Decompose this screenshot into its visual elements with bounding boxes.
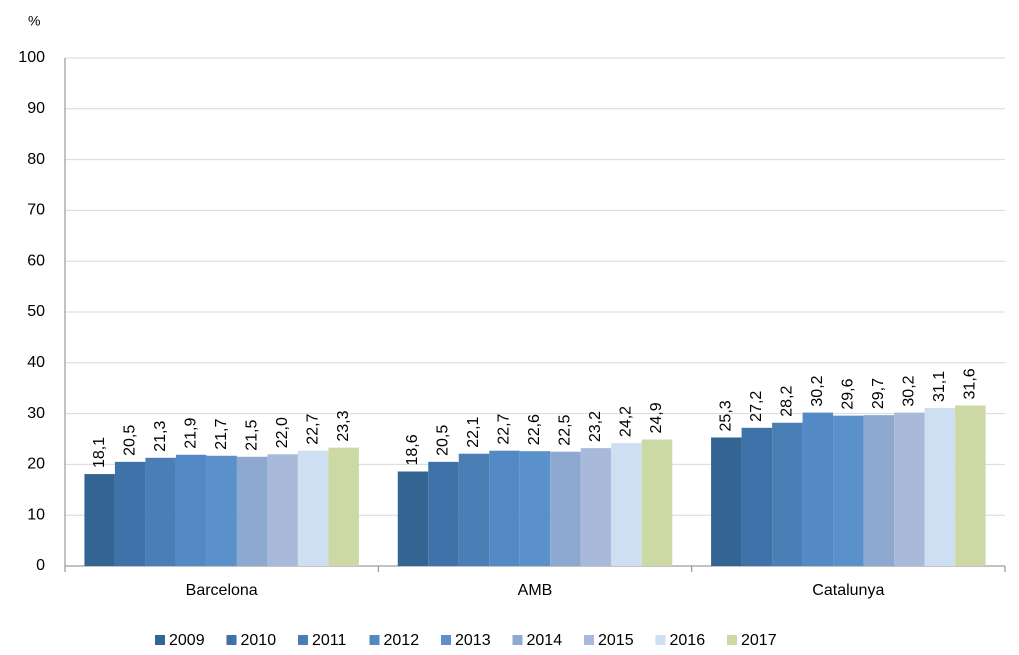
data-label: 21,9 — [182, 418, 199, 449]
data-label: 22,5 — [557, 414, 574, 445]
data-label: 20,5 — [121, 425, 138, 456]
data-label: 20,5 — [435, 425, 452, 456]
data-label: 23,2 — [587, 411, 604, 442]
bar — [297, 450, 329, 566]
legend-swatch — [298, 635, 308, 645]
y-tick-label: 100 — [18, 49, 45, 66]
legend-label: 2010 — [241, 632, 277, 649]
bar — [802, 412, 834, 566]
x-tick-label: AMB — [518, 582, 553, 599]
bar — [863, 415, 895, 566]
legend-swatch — [584, 635, 594, 645]
bar — [550, 451, 581, 566]
legend-swatch — [727, 635, 737, 645]
y-tick-label: 20 — [27, 456, 45, 473]
data-label: 18,6 — [404, 434, 421, 465]
legend-swatch — [441, 635, 451, 645]
legend-label: 2017 — [741, 632, 777, 649]
data-label: 30,2 — [901, 375, 918, 406]
y-unit: % — [28, 13, 40, 29]
y-tick-label: 30 — [27, 405, 45, 422]
legend-swatch — [655, 635, 666, 645]
legend-swatch — [226, 635, 237, 645]
legend-label: 2009 — [169, 632, 205, 649]
bar — [611, 443, 642, 566]
data-label: 21,3 — [152, 421, 169, 452]
y-tick-label: 40 — [27, 354, 45, 371]
data-label: 24,9 — [648, 402, 665, 433]
data-label: 22,0 — [274, 417, 291, 448]
data-label: 31,1 — [931, 371, 948, 402]
bar — [397, 471, 429, 566]
y-tick-label: 50 — [27, 303, 45, 320]
bar — [84, 474, 115, 566]
data-label: 29,7 — [870, 378, 887, 409]
data-label: 22,7 — [496, 413, 513, 444]
bar — [458, 453, 490, 566]
bar — [955, 405, 986, 566]
bar — [328, 447, 359, 566]
data-label: 27,2 — [748, 391, 765, 422]
bar — [894, 412, 925, 566]
data-label: 28,2 — [779, 386, 796, 417]
bar — [206, 455, 237, 566]
y-tick-label: 0 — [36, 557, 45, 574]
legend-label: 2011 — [312, 632, 347, 649]
bar — [741, 427, 773, 566]
data-label: 21,7 — [213, 419, 230, 450]
bar — [833, 415, 864, 566]
data-label: 22,7 — [304, 413, 321, 444]
data-label: 23,3 — [335, 410, 352, 441]
legend-label: 2012 — [384, 632, 420, 649]
data-label: 30,2 — [809, 375, 826, 406]
bar — [175, 454, 207, 566]
x-tick-label: Catalunya — [812, 582, 884, 599]
legend-swatch — [512, 635, 523, 645]
data-label: 31,6 — [962, 368, 979, 399]
bar — [641, 439, 673, 566]
bar — [711, 437, 742, 566]
data-label: 22,6 — [526, 414, 543, 445]
x-tick-label: Barcelona — [186, 582, 258, 599]
y-tick-label: 10 — [27, 506, 45, 523]
legend-swatch — [369, 635, 380, 645]
legend-label: 2015 — [598, 632, 634, 649]
bar — [489, 450, 520, 566]
y-tick-label: 90 — [27, 100, 45, 117]
bar — [772, 422, 803, 566]
data-label: 22,1 — [465, 416, 482, 447]
bar — [145, 457, 176, 566]
data-label: 18,1 — [91, 437, 108, 468]
y-tick-label: 70 — [27, 202, 45, 219]
legend-label: 2014 — [527, 632, 563, 649]
data-label: 21,5 — [243, 420, 260, 451]
legend-label: 2013 — [455, 632, 491, 649]
data-label: 25,3 — [718, 400, 735, 431]
bar — [519, 451, 551, 566]
bar — [267, 454, 298, 566]
bar — [114, 461, 146, 566]
data-label: 24,2 — [618, 406, 635, 437]
bar — [580, 448, 612, 566]
bar — [428, 461, 459, 566]
bar — [924, 408, 956, 566]
y-tick-label: 80 — [27, 151, 45, 168]
legend-label: 2016 — [670, 632, 706, 649]
legend-swatch — [155, 635, 165, 645]
bar — [236, 456, 268, 566]
data-label: 29,6 — [840, 378, 857, 409]
y-tick-label: 60 — [27, 252, 45, 269]
